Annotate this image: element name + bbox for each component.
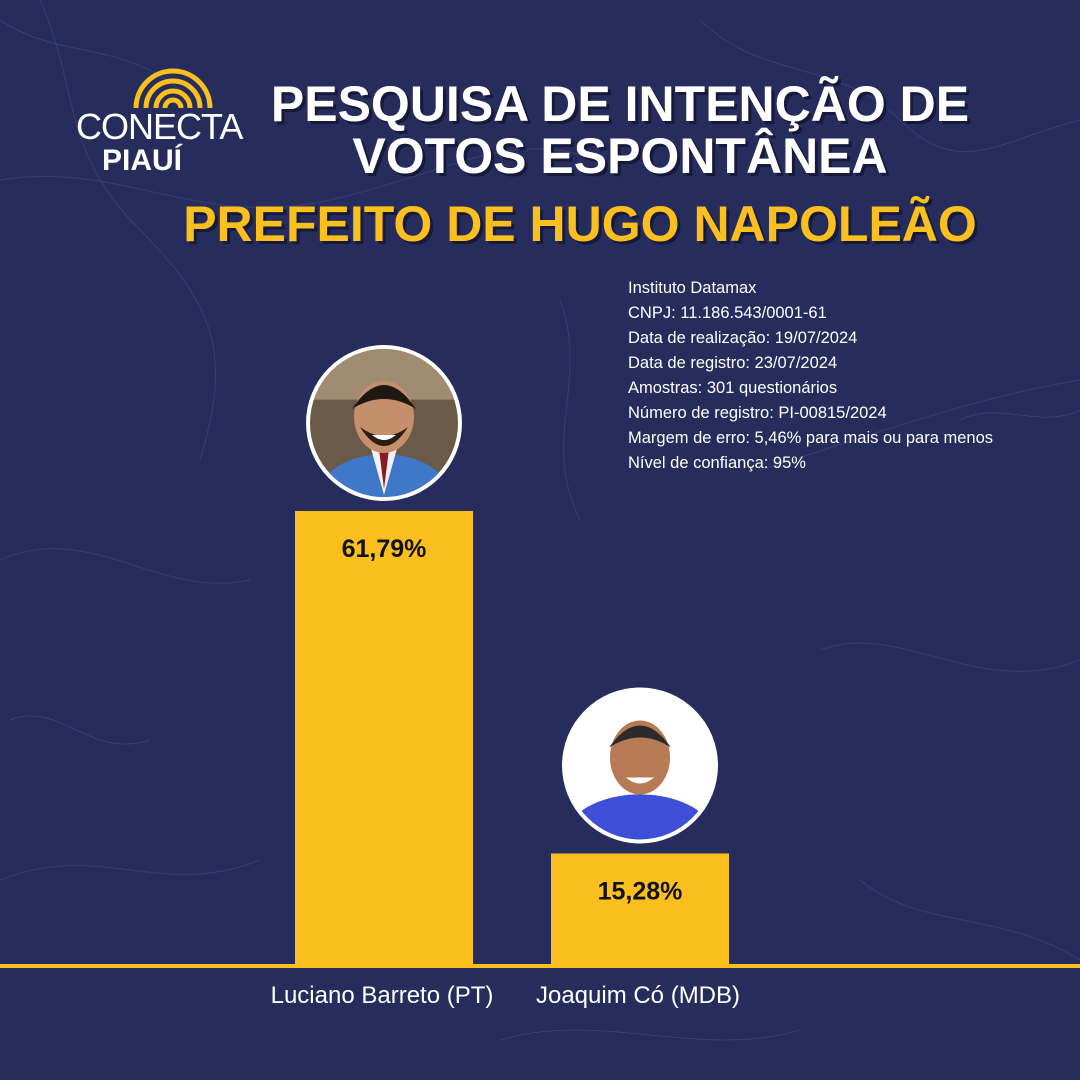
info-cnpj: CNPJ: 11.186.543/0001-61	[628, 304, 827, 322]
category-label-1: Luciano Barreto (PT)	[271, 982, 494, 1009]
logo-text-line1: CONECTA	[76, 106, 243, 147]
sun-rays-icon	[133, 68, 213, 109]
candidate-avatar	[306, 345, 462, 502]
bar-value-label-1: 61,79%	[342, 535, 427, 563]
page-subtitle: PREFEITO DE HUGO NAPOLEÃO	[183, 196, 977, 252]
survey-info: Instituto Datamax CNPJ: 11.186.543/0001-…	[628, 276, 993, 476]
page-title-line1: PESQUISA DE INTENÇÃO DE	[270, 76, 970, 132]
info-confidence-level: Nível de confiança: 95%	[628, 454, 806, 472]
bar-value-label-2: 15,28%	[598, 877, 683, 905]
page-title-line2: VOTOS ESPONTÂNEA	[352, 128, 888, 184]
info-date-conducted: Data de realização: 19/07/2024	[628, 329, 858, 347]
info-registration-number: Número de registro: PI-00815/2024	[628, 404, 887, 422]
bar-1	[295, 511, 473, 966]
conecta-piaui-logo: CONECTA PIAUÍ	[72, 62, 247, 182]
category-label-2: Joaquim Có (MDB)	[536, 982, 740, 1009]
bar-2	[551, 853, 729, 966]
info-margin-of-error: Margem de erro: 5,46% para mais ou para …	[628, 429, 994, 447]
info-institute: Instituto Datamax	[628, 279, 757, 297]
info-date-registered: Data de registro: 23/07/2024	[628, 354, 838, 372]
info-samples: Amostras: 301 questionários	[628, 379, 838, 397]
candidate-avatar	[562, 687, 718, 844]
logo-text-line2: PIAUÍ	[102, 144, 183, 177]
